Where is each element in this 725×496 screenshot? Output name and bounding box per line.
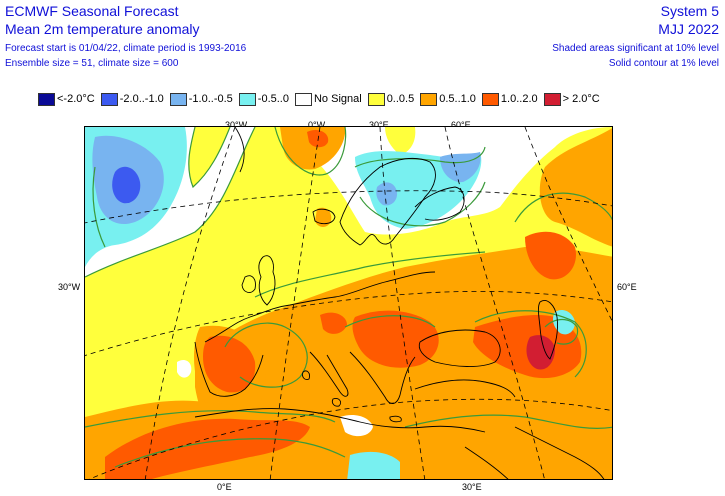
left-axis-label: 30°W — [58, 282, 81, 292]
anomaly-1-2-region — [307, 130, 329, 148]
legend-item: > 2.0°C — [543, 92, 600, 106]
legend-label: 1.0..2.0 — [500, 93, 538, 105]
no-signal-area — [177, 360, 192, 378]
map-title: ECMWF Seasonal Forecast — [5, 3, 179, 19]
anomaly-neg0.5-0-region — [552, 310, 575, 335]
anomaly-neg2-neg1-region — [112, 166, 141, 204]
legend-label: -2.0..-1.0 — [119, 93, 164, 105]
anomaly-neg1-neg0.5-region — [376, 182, 398, 206]
legend-swatch — [543, 92, 561, 106]
legend-swatch — [420, 92, 438, 106]
anomaly-1-2-region — [320, 312, 347, 334]
legend-label: > 2.0°C — [562, 93, 600, 105]
legend-item: -0.5..0 — [238, 92, 289, 106]
legend-swatch — [100, 92, 118, 106]
legend-swatch — [38, 92, 55, 106]
legend-swatch — [238, 92, 256, 106]
bottom-axis-label: 30°E — [462, 482, 482, 492]
anomaly-above-2-region — [526, 335, 555, 370]
anomaly-0-0.5-region — [188, 127, 230, 187]
anomaly-0-0.5-region — [385, 127, 416, 155]
forecast-info: Forecast start is 01/04/22, climate peri… — [5, 43, 247, 54]
top-axis-label: 0°W — [308, 120, 326, 130]
coastlines — [194, 127, 605, 479]
anomaly-neg0.5-0-region — [347, 451, 400, 479]
anomaly-1-2-region — [105, 418, 310, 479]
legend-swatch — [481, 92, 499, 106]
legend-label: 0.5..1.0 — [439, 93, 476, 105]
color-legend: <-2.0°C -2.0..-1.0 -1.0..-0.5 -0.5..0 No Sig… — [38, 91, 606, 107]
period-label: MJJ 2022 — [658, 21, 719, 37]
anomaly-1-2-region — [352, 310, 439, 368]
significance-contours — [85, 127, 612, 468]
ensemble-info: Ensemble size = 51, climate size = 600 — [5, 58, 179, 69]
legend-item: 0.5..1.0 — [420, 92, 476, 106]
anomaly-neg1-neg0.5-region — [440, 152, 481, 183]
legend-item: 1.0..2.0 — [481, 92, 538, 106]
anomaly-map — [84, 126, 613, 480]
top-axis-label: 30°W — [225, 120, 248, 130]
legend-label: <-2.0°C — [57, 93, 95, 105]
legend-item: -1.0..-0.5 — [169, 92, 233, 106]
graticule — [85, 127, 612, 479]
legend-item: <-2.0°C — [38, 92, 95, 106]
significance-note: Shaded areas significant at 10% level — [552, 43, 719, 54]
no-signal-area — [340, 415, 373, 437]
contour-note: Solid contour at 1% level — [608, 58, 719, 69]
legend-swatch — [169, 92, 187, 106]
map-canvas — [85, 127, 612, 479]
bottom-axis-label: 0°E — [217, 482, 232, 492]
legend-item: No Signal — [294, 92, 362, 106]
legend-item: 0..0.5 — [367, 92, 415, 106]
right-axis-label: 60°E — [617, 282, 637, 292]
system-label: System 5 — [660, 3, 719, 19]
top-axis-label: 30°E — [369, 120, 389, 130]
anomaly-0.5-1-region — [280, 127, 346, 170]
anomaly-0.5-1-region — [315, 207, 332, 227]
legend-label: -0.5..0 — [257, 93, 289, 105]
legend-item: -2.0..-1.0 — [100, 92, 164, 106]
top-axis-label: 60°E — [451, 120, 471, 130]
legend-swatch — [367, 92, 385, 106]
legend-label: 0..0.5 — [386, 93, 415, 105]
anomaly-0.5-1-region — [539, 128, 612, 247]
legend-swatch — [294, 92, 312, 106]
map-subtitle: Mean 2m temperature anomaly — [5, 21, 200, 37]
legend-label: No Signal — [313, 93, 362, 105]
legend-label: -1.0..-0.5 — [188, 93, 233, 105]
anomaly-1-2-region — [525, 231, 576, 280]
